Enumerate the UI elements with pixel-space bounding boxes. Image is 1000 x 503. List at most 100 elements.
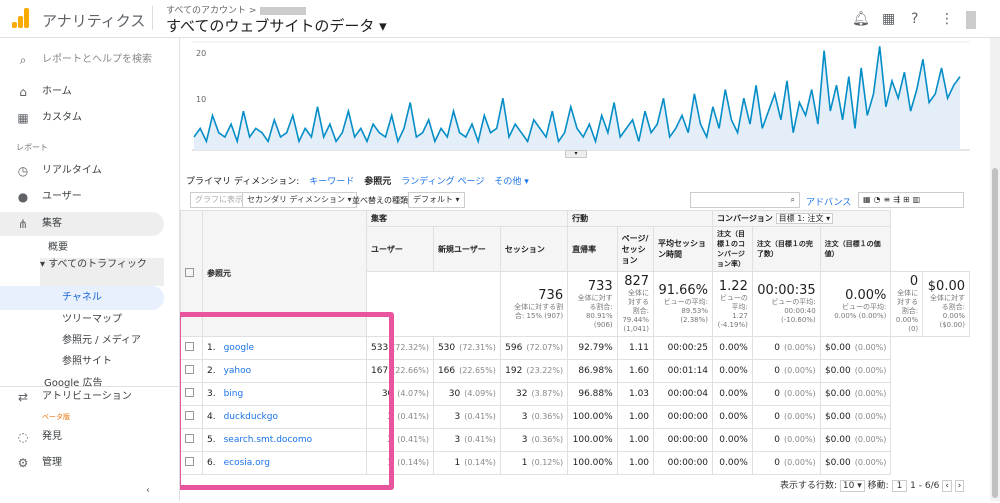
sidebar-sub-treemap[interactable]: ツリーマップ <box>62 314 122 325</box>
table-row: 6. ecosia.org 1 (0.14%) 1 (0.14%) 1 (0.12%) 100.… <box>180 451 970 475</box>
totals-label-cell <box>366 271 501 337</box>
sidebar-item-realtime[interactable]: ◷ リアルタイム <box>0 159 180 183</box>
sidebar-item-acquisition[interactable]: ⋔ 集客 <box>0 212 164 236</box>
goal-select[interactable]: 目標 1: 注文 ▾ <box>775 213 834 224</box>
sidebar-item-admin[interactable]: ⚙ 管理 <box>0 451 180 475</box>
scrollbar[interactable] <box>990 38 1000 501</box>
metric-value: 1 <box>521 458 528 468</box>
metric-value: 596 <box>505 343 523 353</box>
dimension-source[interactable]: 参照元 <box>364 177 392 187</box>
scrollbar-thumb[interactable] <box>992 168 998 498</box>
metric-cell: 192 (23.22%) <box>499 359 569 383</box>
total-cell: 733 全体に対する割合: 80.91% (906) <box>567 271 618 337</box>
sidebar-item-users[interactable]: ● ユーザー <box>0 185 180 209</box>
collapse-icon[interactable]: ‹ <box>146 485 150 496</box>
advanced-filter-link[interactable]: アドバンス <box>806 198 852 208</box>
column-header[interactable]: 新規ユーザー <box>432 226 501 272</box>
source-link[interactable]: search.smt.docomo <box>223 435 313 445</box>
dimension-landing-page[interactable]: ランディング ページ <box>401 177 485 187</box>
y-tick-label: 20 <box>196 49 207 58</box>
checkbox[interactable] <box>185 388 194 397</box>
page-range: 1 - 6/6 <box>910 481 940 491</box>
row-index: 5. <box>207 435 216 445</box>
column-header[interactable]: 直帰率 <box>567 226 618 272</box>
sessions-area <box>194 46 960 150</box>
column-header[interactable]: セッション <box>499 226 569 272</box>
checkbox[interactable] <box>185 268 194 277</box>
page-input[interactable]: 1 <box>891 480 908 492</box>
total-value: 736 <box>538 287 564 303</box>
sidebar-item-custom[interactable]: ▦ カスタム <box>0 106 180 130</box>
help-icon[interactable]: ? <box>911 11 919 27</box>
sidebar-sub-channels[interactable]: チャネル <box>0 286 164 310</box>
checkbox[interactable] <box>185 434 194 443</box>
metric-percent: (23.22%) <box>526 366 564 375</box>
chart-resize-handle[interactable]: ▾ <box>565 150 587 158</box>
column-header[interactable]: 平均セッション時間 <box>653 226 714 272</box>
analytics-logo-icon[interactable] <box>12 8 30 28</box>
total-value: 00:00:35 <box>757 283 816 298</box>
total-value: 1.22 <box>718 278 748 294</box>
plot-rows-button[interactable]: グラフに表示 <box>190 192 248 208</box>
checkbox[interactable] <box>185 411 194 420</box>
total-subtext: 全体に対する割合: 15% (907) <box>514 302 564 320</box>
secondary-dimension-select[interactable]: セカンダリ ディメンション ▾ <box>242 192 357 208</box>
metric-cell: 00:00:00 <box>653 428 714 452</box>
sidebar-sub-referrals[interactable]: 参照サイト <box>62 356 112 367</box>
primary-dimension-label: プライマリ ディメンション: <box>186 177 300 187</box>
column-header[interactable]: 注文（目標１の価値） <box>819 226 892 272</box>
metric-value: 00:01:14 <box>667 366 709 376</box>
avatar[interactable] <box>966 11 976 29</box>
metric-value: 167 <box>371 366 389 376</box>
metric-percent: (0.36%) <box>531 412 564 421</box>
dimension-keyword[interactable]: キーワード <box>309 177 355 187</box>
metric-cell: 1.00 <box>616 428 655 452</box>
account-breadcrumb[interactable]: すべてのアカウント > <box>166 3 307 16</box>
sidebar-search[interactable]: ⌕ レポートとヘルプを検索 <box>0 48 180 72</box>
source-link[interactable]: bing <box>223 389 244 399</box>
column-header[interactable]: 注文（目標１の完了数） <box>751 226 821 272</box>
checkbox[interactable] <box>185 457 194 466</box>
sidebar-item-home[interactable]: ⌂ ホーム <box>0 80 180 104</box>
sidebar-item-label: 集客 <box>42 218 62 229</box>
checkbox[interactable] <box>185 342 194 351</box>
metric-value: 100.00% <box>572 412 613 422</box>
bell-icon[interactable]: 🔔︎ <box>852 11 870 27</box>
next-page-icon[interactable]: › <box>954 480 965 492</box>
rows-select[interactable]: 10 ▾ <box>839 480 865 492</box>
sessions-chart <box>192 41 970 151</box>
sidebar-item-label: ホーム <box>42 86 72 97</box>
view-toggle-icons[interactable]: ▦◔≡⇶⊞▥ <box>858 192 964 208</box>
sidebar-item-discover[interactable]: ◌ 発見 <box>0 425 180 449</box>
metric-percent: (0.00%) <box>784 435 816 444</box>
metric-value: 100.00% <box>572 458 613 468</box>
column-header[interactable]: ユーザー <box>366 226 434 272</box>
view-selector[interactable]: すべてのウェブサイトのデータ ▾ <box>166 17 387 35</box>
source-link[interactable]: yahoo <box>223 366 252 376</box>
metric-cell: 1 (0.12%) <box>499 451 569 475</box>
prev-page-icon[interactable]: ‹ <box>942 480 952 492</box>
sidebar-sub-google-ads[interactable]: Google 広告 <box>44 378 103 389</box>
sort-type-select[interactable]: デフォルト ▾ <box>408 192 465 208</box>
metric-percent: (0.00%) <box>784 389 816 398</box>
column-header[interactable]: 注文（目標１のコンバージョン率） <box>712 226 753 272</box>
sidebar-item-label: ユーザー <box>42 191 82 202</box>
table-search-input[interactable]: ⌕ <box>690 192 800 208</box>
column-header[interactable]: ページ/セッション <box>616 226 655 272</box>
more-vert-icon[interactable]: ⋮ <box>940 11 954 27</box>
source-link[interactable]: duckduckgo <box>223 412 278 422</box>
sidebar-sub-overview[interactable]: 概要 <box>48 242 68 253</box>
checkbox[interactable] <box>185 365 194 374</box>
sidebar-sub-all-traffic[interactable]: ▾ すべてのトラフィック <box>40 258 164 286</box>
metric-percent: (0.36%) <box>531 435 564 444</box>
y-tick-label: 10 <box>196 95 207 104</box>
sidebar-item-attribution[interactable]: ⇄ アトリビューション ベータ版 <box>0 386 180 422</box>
metric-value: 0.00% <box>719 435 748 445</box>
source-link[interactable]: google <box>223 343 255 353</box>
dimension-other[interactable]: その他 ▾ <box>494 177 529 187</box>
apps-grid-icon[interactable]: ▦ <box>882 11 896 27</box>
sidebar-sub-source-medium[interactable]: 参照元 / メディア <box>62 335 142 346</box>
metric-percent: (72.31%) <box>459 343 496 352</box>
source-link[interactable]: ecosia.org <box>223 458 270 468</box>
metric-cell: $0.00 (0.00%) <box>819 428 892 452</box>
